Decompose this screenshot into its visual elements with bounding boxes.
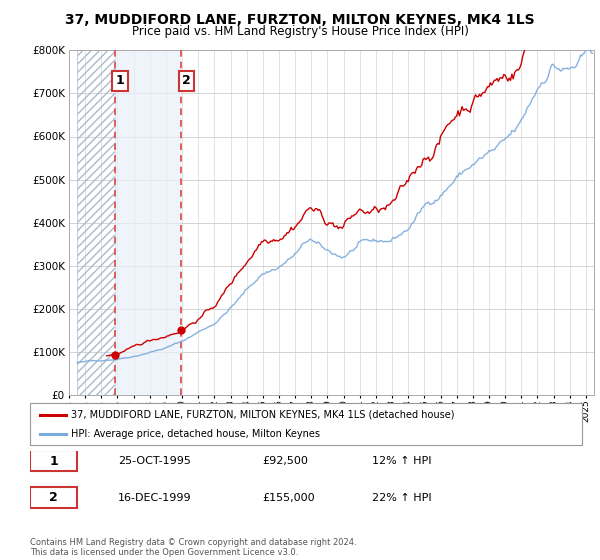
Bar xyxy=(115,50,181,395)
Text: 22% ↑ HPI: 22% ↑ HPI xyxy=(372,493,432,503)
Text: £155,000: £155,000 xyxy=(262,493,314,503)
Text: 16-DEC-1999: 16-DEC-1999 xyxy=(118,493,192,503)
FancyBboxPatch shape xyxy=(30,487,77,508)
Text: HPI: Average price, detached house, Milton Keynes: HPI: Average price, detached house, Milt… xyxy=(71,429,320,439)
Text: 25-OCT-1995: 25-OCT-1995 xyxy=(118,456,191,466)
Bar xyxy=(77,50,115,395)
Text: 1: 1 xyxy=(115,74,124,87)
FancyBboxPatch shape xyxy=(30,450,77,472)
Text: £92,500: £92,500 xyxy=(262,456,308,466)
Text: Contains HM Land Registry data © Crown copyright and database right 2024.
This d: Contains HM Land Registry data © Crown c… xyxy=(30,538,356,557)
Text: 37, MUDDIFORD LANE, FURZTON, MILTON KEYNES, MK4 1LS: 37, MUDDIFORD LANE, FURZTON, MILTON KEYN… xyxy=(65,13,535,27)
Text: 2: 2 xyxy=(49,491,58,504)
FancyBboxPatch shape xyxy=(30,403,582,445)
Text: Price paid vs. HM Land Registry's House Price Index (HPI): Price paid vs. HM Land Registry's House … xyxy=(131,25,469,38)
Text: 12% ↑ HPI: 12% ↑ HPI xyxy=(372,456,432,466)
Text: 2: 2 xyxy=(182,74,191,87)
Text: 1: 1 xyxy=(49,455,58,468)
Text: 37, MUDDIFORD LANE, FURZTON, MILTON KEYNES, MK4 1LS (detached house): 37, MUDDIFORD LANE, FURZTON, MILTON KEYN… xyxy=(71,409,455,419)
